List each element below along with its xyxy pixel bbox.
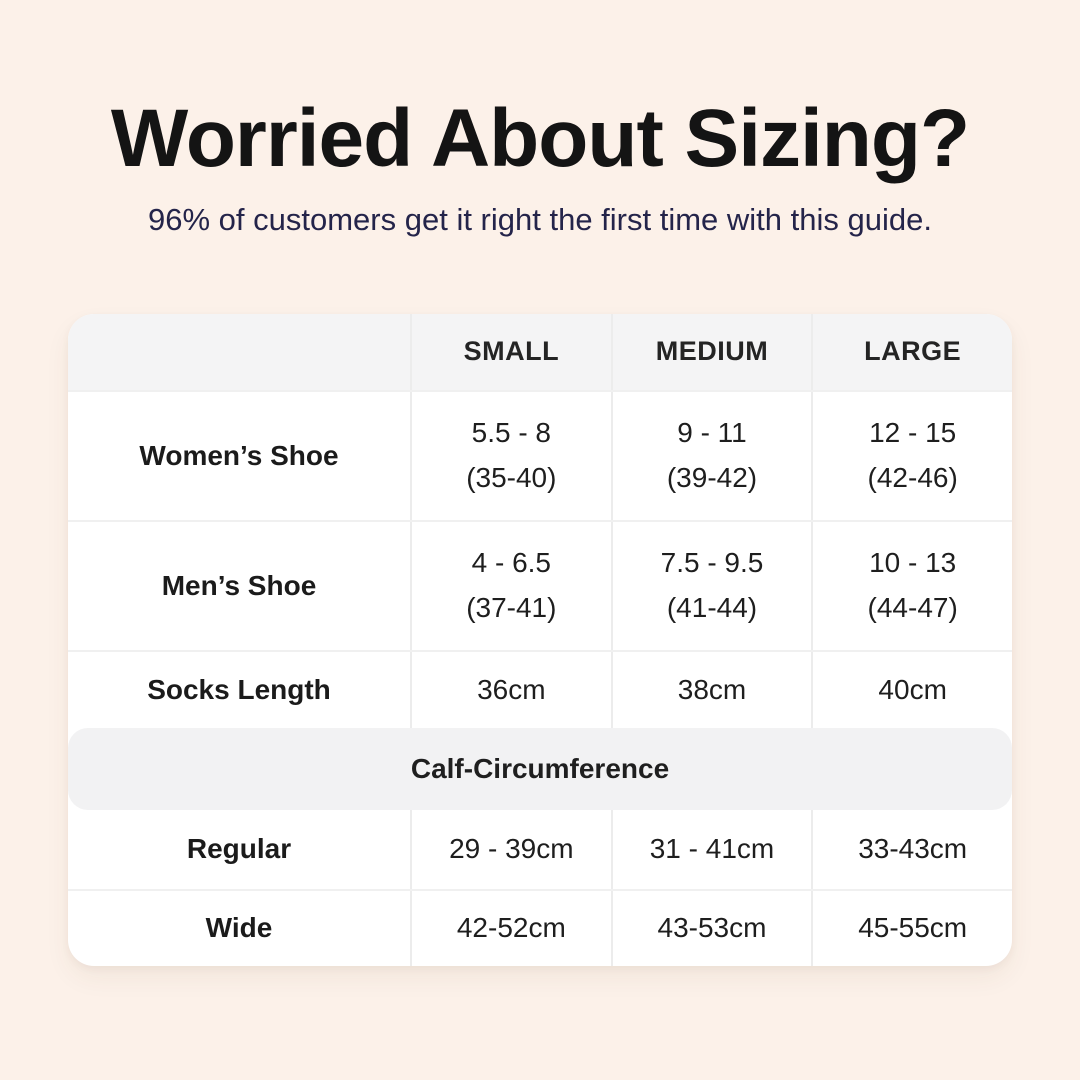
table-cell: 33-43cm bbox=[811, 810, 1012, 889]
table-cell: 10 - 13 (44-47) bbox=[811, 522, 1012, 650]
cell-line: (37-41) bbox=[466, 592, 557, 623]
table-cell: 45-55cm bbox=[811, 891, 1012, 966]
cell-line: (35-40) bbox=[466, 462, 557, 493]
row-label: Socks Length bbox=[147, 673, 331, 705]
column-header-large: LARGE bbox=[811, 314, 1012, 390]
cell-line: (42-46) bbox=[867, 462, 958, 493]
cell-line: 12 - 15 bbox=[869, 417, 957, 449]
table-cell: 29 - 39cm bbox=[410, 810, 611, 889]
table-cell: 43-53cm bbox=[610, 891, 812, 966]
table-cell: 42-52cm bbox=[410, 891, 611, 966]
cell-line: 9 - 11 bbox=[677, 417, 747, 449]
section-header-calf-circumference: Calf-Circumference bbox=[68, 728, 1012, 810]
column-header-blank bbox=[68, 314, 410, 390]
page-title: Worried About Sizing? bbox=[110, 93, 970, 184]
column-header-small: SMALL bbox=[410, 314, 611, 390]
table-row-womens-shoe: Women’s Shoe 5.5 - 8 (35-40) 9 - 11 (39-… bbox=[68, 390, 1012, 520]
cell-line: (39-42) bbox=[666, 462, 758, 493]
table-cell: 38cm bbox=[610, 652, 812, 728]
row-label: Regular bbox=[186, 833, 292, 865]
table-cell: 12 - 15 (42-46) bbox=[811, 392, 1012, 520]
table-row-mens-shoe: Men’s Shoe 4 - 6.5 (37-41) 7.5 - 9.5 (41… bbox=[68, 520, 1012, 650]
table-cell: 7.5 - 9.5 (41-44) bbox=[610, 522, 812, 650]
table-row-socks-length: Socks Length 36cm 38cm 40cm bbox=[68, 650, 1012, 728]
cell-line: (41-44) bbox=[666, 592, 758, 623]
page-subtitle: 96% of customers get it right the first … bbox=[148, 202, 932, 238]
table-cell: 4 - 6.5 (37-41) bbox=[410, 522, 611, 650]
size-table-header-row: SMALL MEDIUM LARGE bbox=[68, 314, 1012, 390]
hero-section: Worried About Sizing? 96% of customers g… bbox=[0, 0, 1080, 238]
table-cell: 9 - 11 (39-42) bbox=[610, 392, 812, 520]
table-row-wide: Wide 42-52cm 43-53cm 45-55cm bbox=[68, 889, 1012, 966]
table-cell: 31 - 41cm bbox=[610, 810, 812, 889]
table-row-regular: Regular 29 - 39cm 31 - 41cm 33-43cm bbox=[68, 810, 1012, 889]
row-label: Wide bbox=[205, 912, 273, 944]
table-cell: 36cm bbox=[410, 652, 611, 728]
row-label: Men’s Shoe bbox=[161, 569, 317, 601]
table-cell: 5.5 - 8 (35-40) bbox=[410, 392, 611, 520]
column-header-medium: MEDIUM bbox=[610, 314, 812, 390]
cell-line: 7.5 - 9.5 bbox=[660, 547, 764, 579]
table-cell: 40cm bbox=[811, 652, 1012, 728]
cell-line: 10 - 13 bbox=[869, 547, 957, 579]
cell-line: (44-47) bbox=[867, 592, 958, 623]
size-table: SMALL MEDIUM LARGE Women’s Shoe 5.5 - 8 … bbox=[68, 314, 1012, 966]
cell-line: 4 - 6.5 bbox=[471, 547, 552, 579]
cell-line: 5.5 - 8 bbox=[471, 417, 552, 449]
section-header-label: Calf-Circumference bbox=[410, 753, 670, 784]
row-label: Women’s Shoe bbox=[139, 439, 339, 471]
